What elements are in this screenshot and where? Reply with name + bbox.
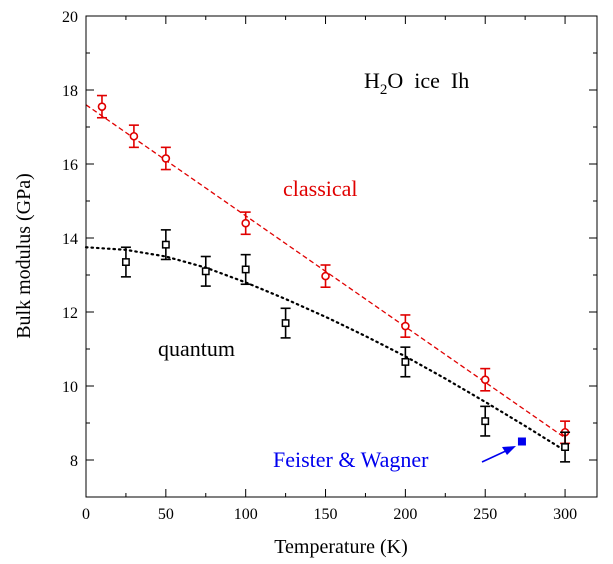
quantum-point xyxy=(561,443,570,452)
quantum-point xyxy=(201,267,210,276)
quantum-point xyxy=(161,240,170,249)
y-tick-label: 20 xyxy=(62,9,78,26)
y-axis-label: Bulk modulus (GPa) xyxy=(13,173,35,339)
quantum-point xyxy=(481,417,490,426)
y-tick-label: 8 xyxy=(70,453,78,470)
x-tick-label: 50 xyxy=(158,506,174,523)
feister-wagner-point xyxy=(517,437,526,446)
x-tick-label: 0 xyxy=(82,506,90,523)
plot-frame xyxy=(85,15,598,498)
classical-point xyxy=(321,271,330,281)
classical-point xyxy=(161,154,171,163)
classical-point xyxy=(129,131,139,141)
y-tick-label: 12 xyxy=(62,305,78,322)
x-tick-label: 250 xyxy=(473,506,497,523)
classical-point xyxy=(97,102,107,111)
reference-label: Feister & Wagner xyxy=(273,447,429,472)
x-tick-label: 300 xyxy=(553,506,577,523)
classical-label: classical xyxy=(283,176,358,201)
quantum-label: quantum xyxy=(158,336,235,361)
y-tick-label: 16 xyxy=(62,157,78,174)
title-h: H xyxy=(364,68,380,93)
y-tick-label: 10 xyxy=(62,379,78,396)
quantum-point xyxy=(281,319,290,328)
x-tick-label: 200 xyxy=(393,506,417,523)
chart-annotation-title: H2O ice Ih xyxy=(364,68,469,98)
y-tick-label: 14 xyxy=(62,231,78,248)
reference-arrow xyxy=(481,446,516,463)
quantum-point xyxy=(401,358,410,366)
quantum-point xyxy=(241,265,250,274)
title-subscript: 2 xyxy=(380,82,388,98)
ticks-layer: 0 50 100 150 200 250 300 8 10 12 14 16 18 20 xyxy=(62,9,597,523)
title-rest: O ice Ih xyxy=(387,68,469,93)
x-tick-label: 100 xyxy=(234,506,258,523)
quantum-point xyxy=(121,258,130,267)
x-tick-label: 150 xyxy=(314,506,338,523)
plot-layer xyxy=(84,94,571,463)
classical-point xyxy=(401,321,410,331)
x-axis-label: Temperature (K) xyxy=(274,536,408,558)
classical-point xyxy=(480,375,490,385)
y-tick-label: 18 xyxy=(62,83,78,100)
classical-point xyxy=(241,218,250,228)
